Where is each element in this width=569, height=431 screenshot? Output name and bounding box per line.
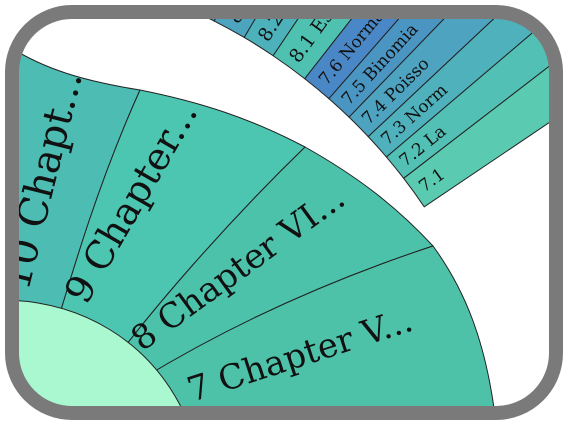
section-slice[interactable] [385,0,569,180]
section-slice[interactable] [367,0,569,158]
chapter-ring [12,39,496,413]
viewport-frame [5,5,563,420]
section-slice[interactable] [328,0,569,118]
section-slice[interactable] [402,0,569,208]
section-slice[interactable] [348,0,569,138]
section-slice[interactable] [213,0,519,39]
section-slice[interactable] [304,0,569,100]
section-ring: ncesansi...10.1 Inf9.5 Testing9.4 Testin… [182,0,569,208]
section-slice[interactable] [272,0,569,80]
section-slice[interactable] [243,0,569,57]
